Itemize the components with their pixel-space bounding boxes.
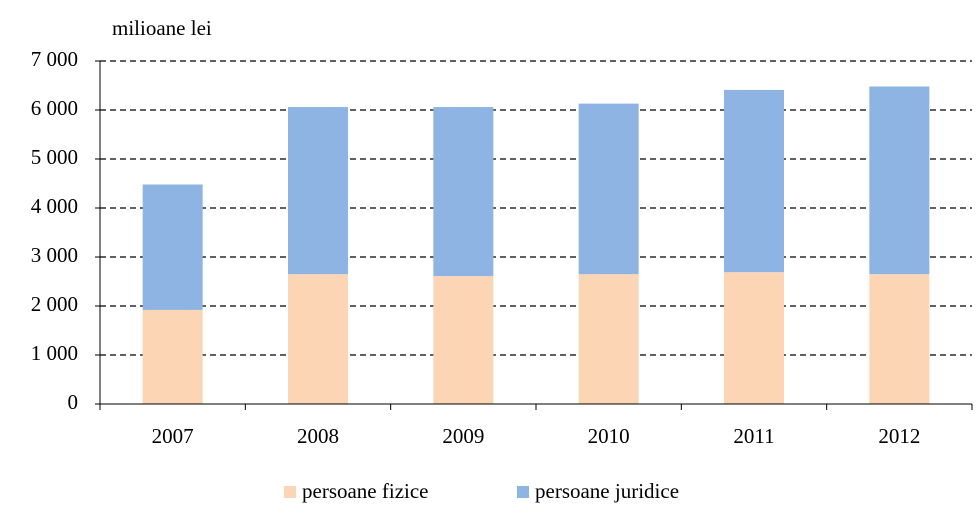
x-tick-label: 2007 bbox=[152, 424, 194, 448]
x-tick-label: 2009 bbox=[442, 424, 484, 448]
y-tick-label: 4 000 bbox=[31, 194, 78, 218]
x-tick-label: 2010 bbox=[588, 424, 630, 448]
bar-segment bbox=[578, 274, 639, 404]
x-tick-label: 2008 bbox=[297, 424, 339, 448]
legend-label: persoane juridice bbox=[535, 479, 679, 503]
y-tick-label: 7 000 bbox=[31, 47, 78, 71]
y-tick-label: 5 000 bbox=[31, 145, 78, 169]
bar-segment bbox=[288, 107, 348, 275]
y-axis-label: milioane lei bbox=[112, 16, 212, 40]
bar-segment bbox=[142, 184, 203, 310]
y-tick-label: 2 000 bbox=[31, 292, 78, 316]
y-tick-label: 0 bbox=[68, 390, 79, 414]
y-tick-label: 1 000 bbox=[31, 341, 78, 365]
bar-segment bbox=[433, 276, 494, 404]
y-tick-label: 6 000 bbox=[31, 96, 78, 120]
bar-segment bbox=[724, 272, 784, 404]
x-tick-label: 2012 bbox=[878, 424, 920, 448]
bar-segment bbox=[578, 103, 639, 275]
legend-label: persoane fizice bbox=[302, 479, 429, 503]
x-tick-label: 2011 bbox=[733, 424, 774, 448]
bar-segment bbox=[869, 274, 930, 404]
legend-swatch bbox=[517, 486, 529, 498]
bar-segment bbox=[433, 107, 494, 277]
bar-segment bbox=[288, 274, 348, 404]
bar-segment bbox=[142, 309, 203, 404]
y-tick-label: 3 000 bbox=[31, 243, 78, 267]
legend-swatch bbox=[284, 486, 296, 498]
bar-segment bbox=[869, 86, 930, 275]
bar-segment bbox=[724, 89, 784, 273]
